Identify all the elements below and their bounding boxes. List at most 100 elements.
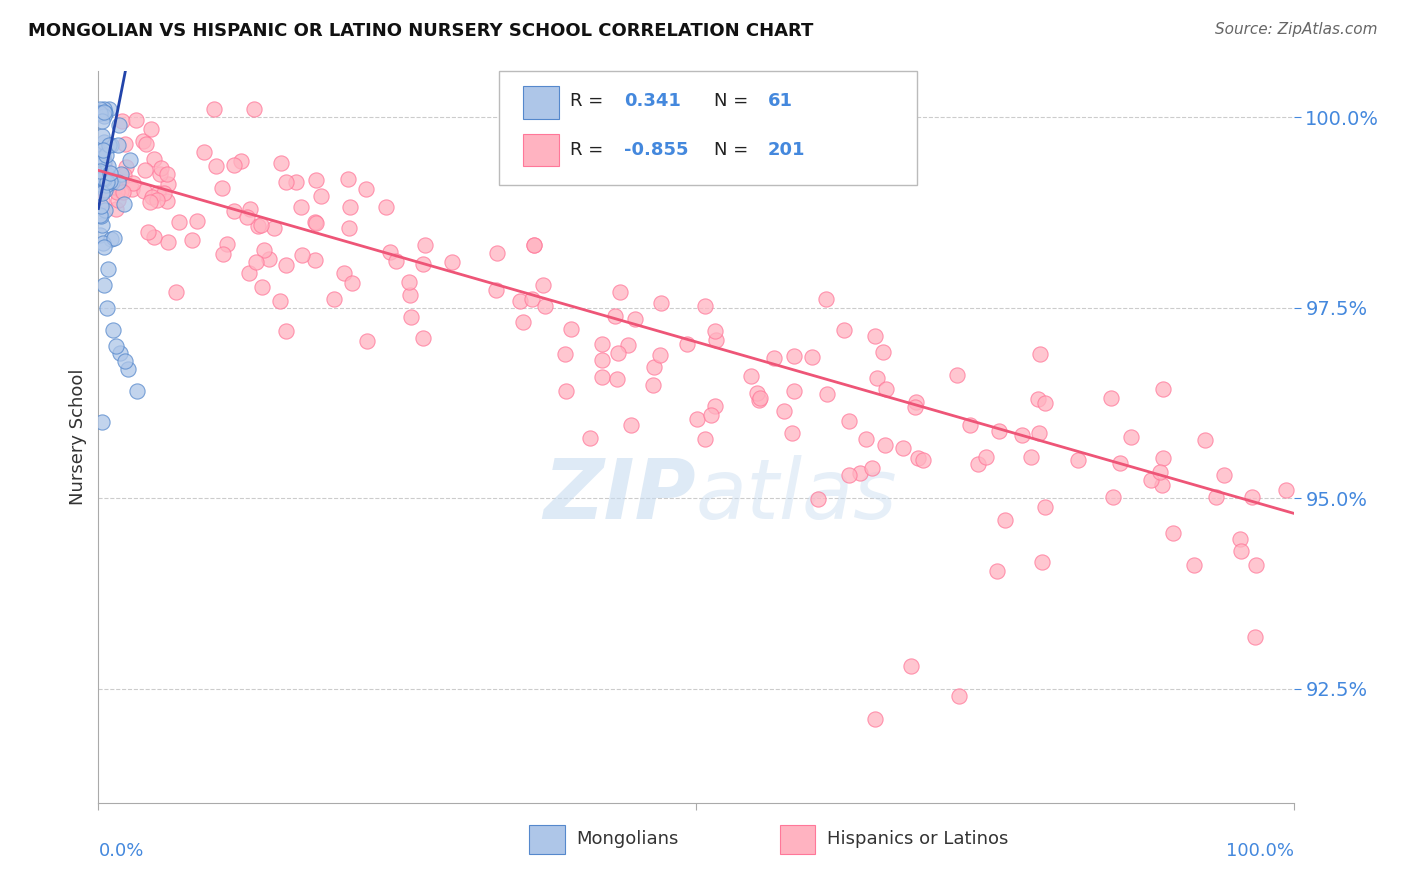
Point: [93, 109, 115, 123]
Point: [252, 279, 274, 293]
Point: [111, 114, 134, 128]
Point: [117, 361, 139, 376]
Point: [838, 413, 860, 427]
Point: [98, 174, 121, 188]
Point: [97, 169, 120, 183]
Point: [1019, 450, 1042, 465]
Point: [1026, 392, 1049, 406]
Point: [1011, 427, 1033, 442]
Point: [762, 351, 785, 366]
Point: [93, 136, 115, 150]
Point: [986, 565, 1008, 579]
Point: [946, 368, 969, 383]
Point: [91, 114, 114, 128]
Point: [146, 193, 169, 207]
Point: [90, 129, 112, 144]
Point: [309, 189, 332, 203]
Point: [740, 369, 762, 384]
Point: [1229, 533, 1251, 547]
Point: [115, 160, 138, 174]
Point: [139, 195, 162, 210]
Point: [441, 255, 464, 269]
Point: [89, 150, 111, 164]
Point: [270, 156, 292, 170]
Point: [1067, 453, 1090, 467]
Point: [873, 438, 896, 452]
Point: [94, 183, 117, 197]
Point: [193, 145, 215, 159]
Point: [157, 235, 180, 249]
Point: [110, 167, 132, 181]
Point: [94, 181, 117, 195]
Point: [290, 200, 312, 214]
Point: [1182, 558, 1205, 573]
Point: [107, 118, 129, 132]
Point: [276, 324, 298, 338]
Point: [146, 186, 169, 200]
Point: [620, 418, 643, 433]
Point: [1149, 465, 1171, 479]
Point: [1212, 467, 1234, 482]
Point: [780, 425, 803, 440]
Point: [107, 137, 129, 152]
Point: [114, 136, 136, 151]
Point: [412, 257, 434, 271]
Point: [1244, 630, 1267, 644]
Text: Hispanics or Latinos: Hispanics or Latinos: [827, 830, 1010, 848]
Point: [89, 154, 111, 169]
Point: [150, 161, 173, 175]
Point: [1194, 434, 1216, 448]
Point: [120, 153, 142, 168]
Point: [101, 175, 124, 189]
Point: [93, 153, 115, 168]
Point: [155, 194, 177, 208]
Point: [904, 400, 927, 414]
Text: R =: R =: [571, 92, 609, 110]
Text: ZIP: ZIP: [543, 455, 696, 536]
Point: [772, 404, 794, 418]
Point: [149, 167, 172, 181]
FancyBboxPatch shape: [779, 825, 815, 854]
Point: [1028, 425, 1050, 440]
Point: [112, 197, 135, 211]
Point: [91, 151, 114, 165]
Point: [93, 165, 115, 179]
Point: [1031, 555, 1053, 569]
Point: [93, 239, 115, 253]
Point: [211, 181, 233, 195]
Point: [305, 172, 328, 186]
Point: [91, 143, 114, 157]
Point: [96, 301, 118, 315]
Point: [105, 202, 128, 216]
Point: [1163, 525, 1185, 540]
Point: [94, 178, 117, 192]
Point: [948, 689, 970, 703]
Point: [101, 323, 124, 337]
Point: [800, 350, 823, 364]
Point: [134, 162, 156, 177]
Point: [578, 432, 600, 446]
Point: [374, 200, 396, 214]
Point: [686, 412, 709, 426]
Point: [748, 391, 770, 405]
Point: [186, 214, 208, 228]
Point: [863, 329, 886, 343]
Point: [239, 202, 262, 216]
Point: [555, 384, 578, 399]
Point: [112, 168, 135, 182]
Point: [156, 178, 179, 192]
Point: [591, 336, 613, 351]
Point: [290, 248, 312, 262]
Point: [98, 166, 121, 180]
Point: [905, 395, 928, 409]
Point: [849, 466, 872, 480]
Point: [89, 164, 111, 178]
Point: [90, 167, 112, 181]
Point: [236, 210, 259, 224]
Point: [1152, 451, 1174, 466]
Point: [202, 103, 225, 117]
Point: [534, 299, 557, 313]
Point: [153, 186, 176, 200]
Point: [606, 372, 628, 386]
Point: [650, 295, 672, 310]
